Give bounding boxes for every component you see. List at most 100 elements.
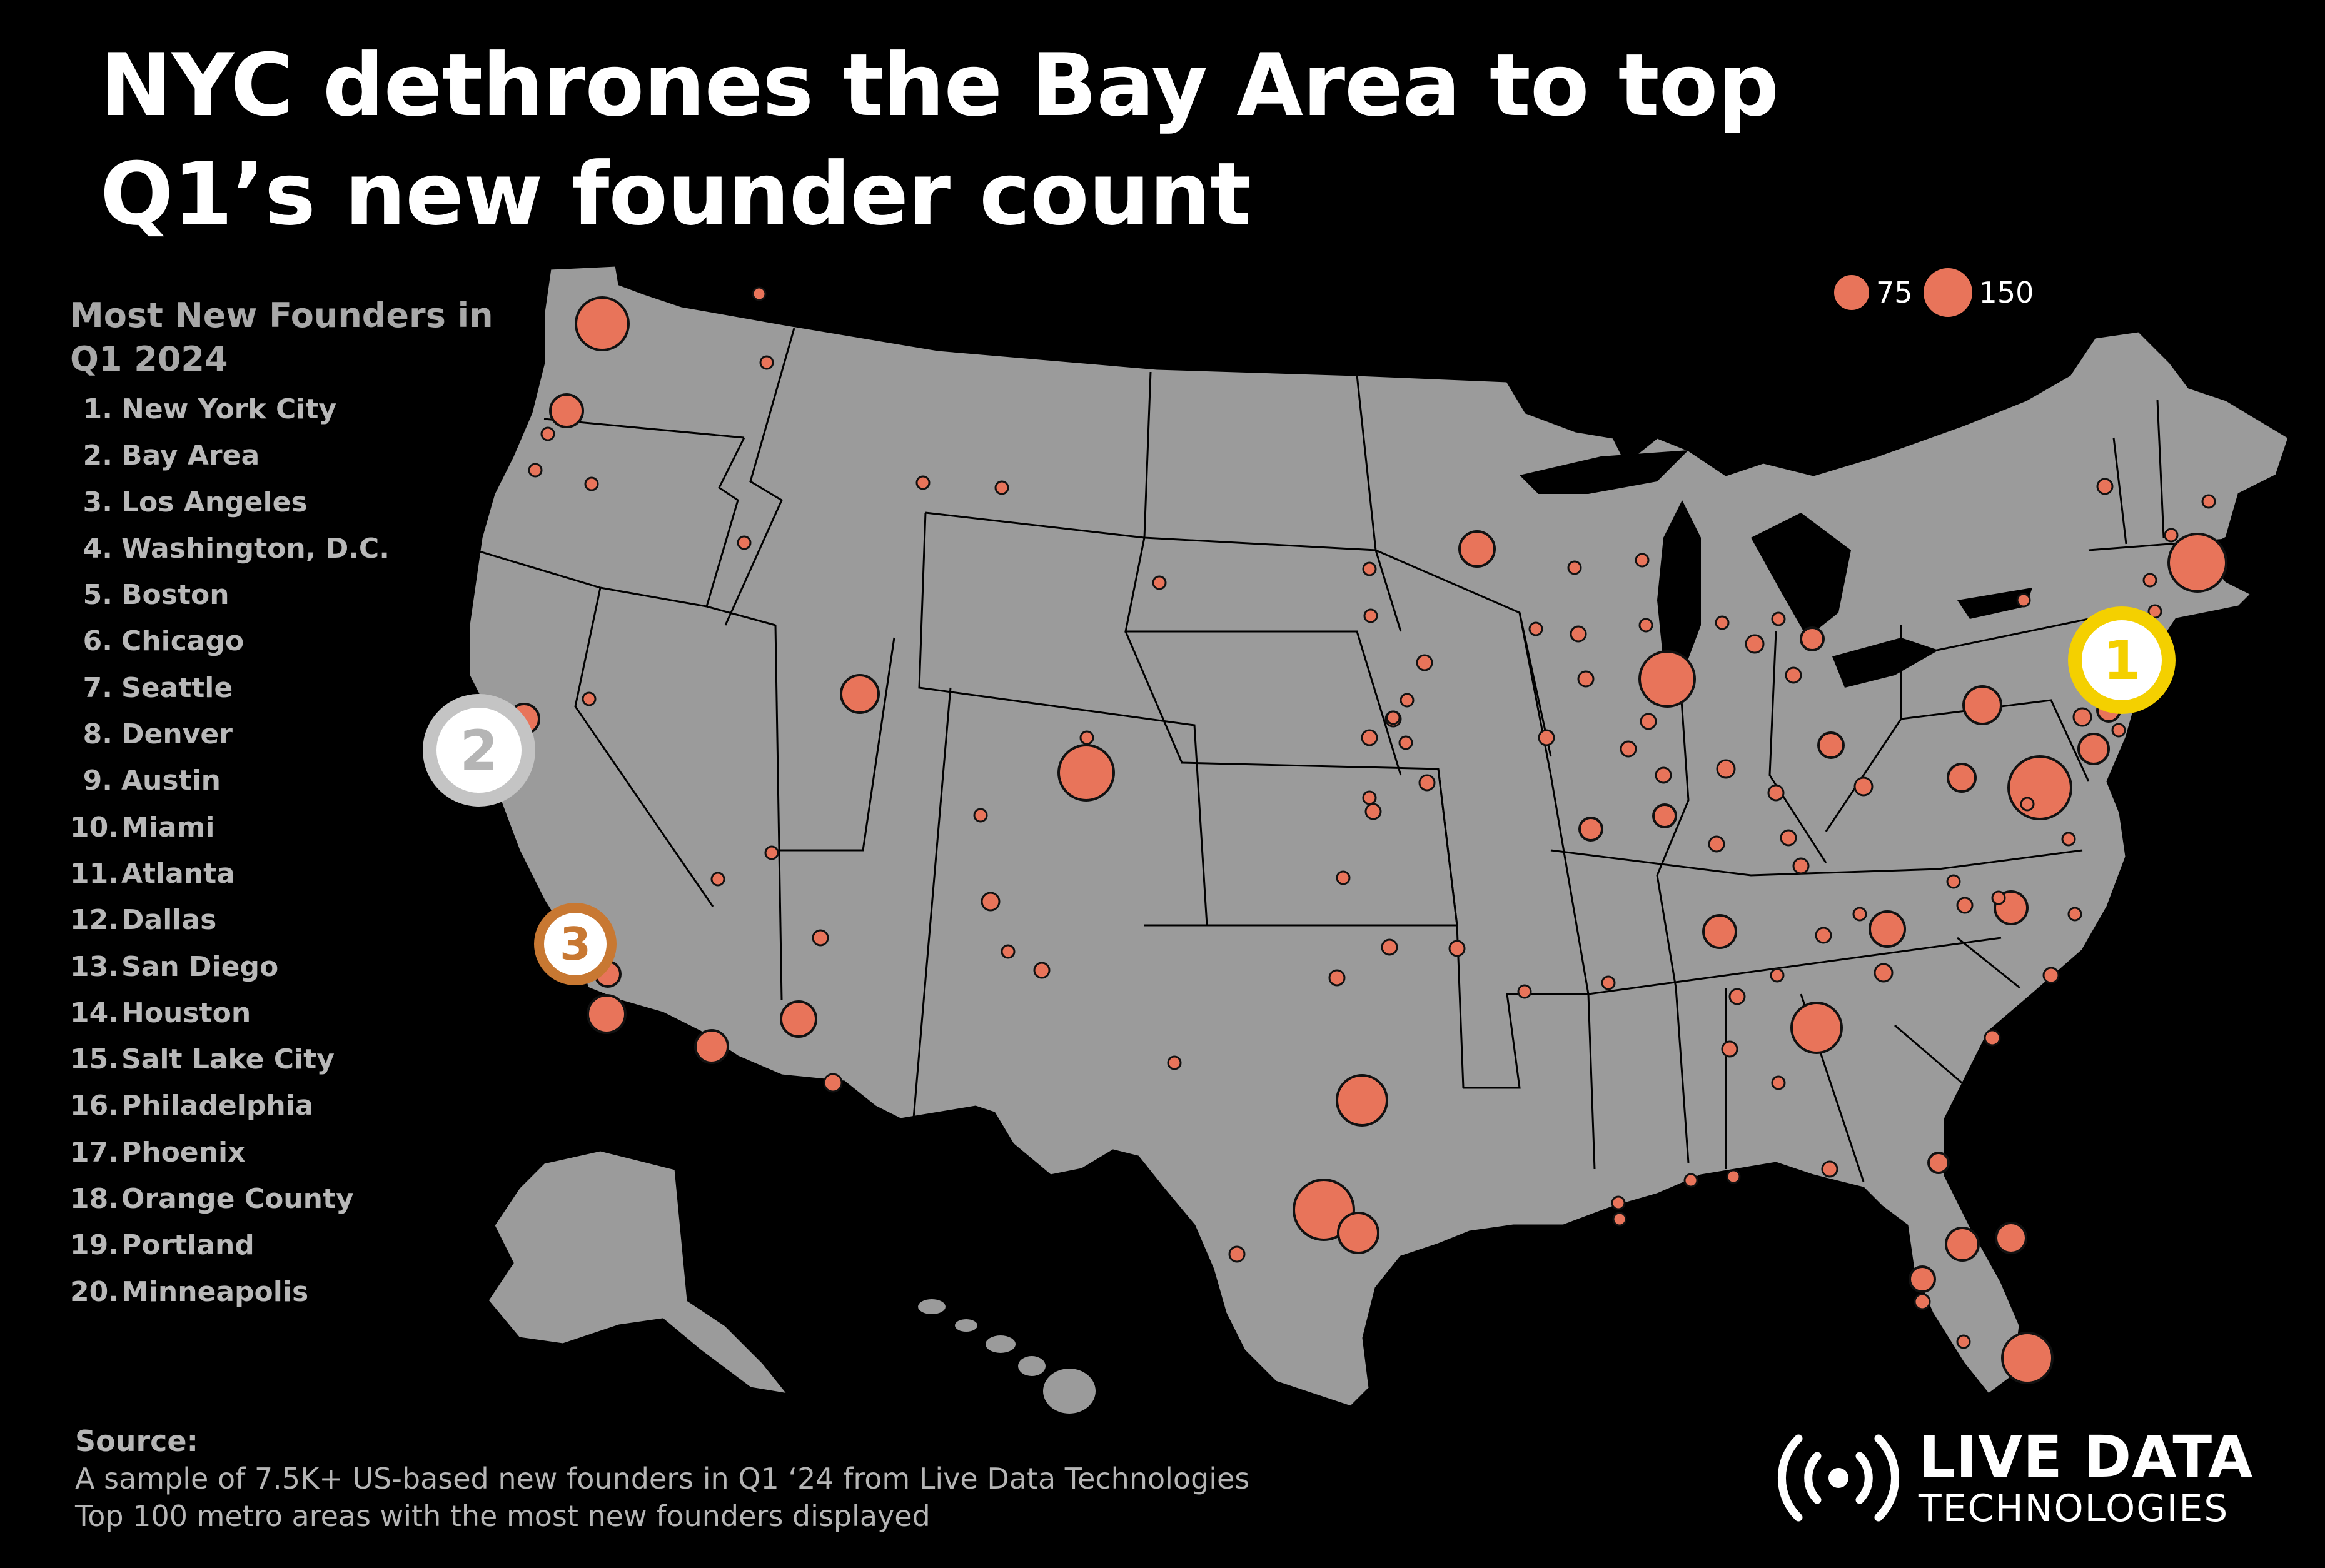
ranking-item-name: New York City (121, 393, 337, 425)
founder-bubble (1578, 817, 1603, 842)
founder-bubble (1638, 618, 1653, 633)
legend-small-bubble (1832, 273, 1871, 312)
ranking-item-name: Portland (121, 1229, 255, 1262)
ranking-item-number: 19. (70, 1229, 119, 1262)
founder-bubble (915, 475, 931, 490)
logo-line-2: TECHNOLOGIES (1919, 1487, 2229, 1530)
founder-bubble (812, 929, 829, 947)
ranking-heading: Most New Founders in Q1 2024 (70, 294, 520, 381)
founder-bubble (584, 476, 599, 491)
ranking-heading-line1: Most New Founders in (70, 296, 493, 335)
legend-large-bubble (1921, 266, 1974, 319)
rank-marker-1[interactable]: 1 (2068, 606, 2176, 714)
ranking-item: 4. Washington, D.C. (70, 526, 520, 572)
hawaii-islands (918, 1299, 1096, 1414)
founder-bubble (1869, 910, 1906, 948)
ranking-item: 6. Chicago (70, 618, 520, 665)
founder-bubble (1726, 1169, 1741, 1184)
ranking-item: 12.Dallas (70, 897, 520, 943)
ranking-item-name: Los Angeles (121, 486, 308, 518)
ranking-item: 19.Portland (70, 1222, 520, 1269)
founder-bubble (587, 994, 627, 1034)
founder-bubble (780, 1000, 817, 1038)
rank-marker-2[interactable]: 2 (423, 694, 535, 807)
founder-bubble (1386, 710, 1401, 725)
ranking-item: 5. Boston (70, 572, 520, 618)
founder-bubble (1852, 907, 1867, 922)
ranking-item-number: 12. (70, 904, 119, 937)
founder-bubble (1770, 968, 1785, 983)
founder-bubble (1945, 1227, 1980, 1262)
ranking-item-number: 6. (83, 625, 113, 658)
founder-bubble (2167, 533, 2227, 593)
founder-bubble (1398, 735, 1413, 750)
founder-bubble (1984, 1029, 2001, 1047)
founder-bubble (1418, 774, 1436, 792)
founder-bubble (994, 480, 1009, 495)
ranking-item-number: 7. (83, 671, 113, 704)
ranking-item: 2. Bay Area (70, 433, 520, 479)
ranking-item-name: Austin (121, 765, 221, 797)
founder-bubble (1780, 829, 1797, 847)
founder-bubble (1874, 963, 1894, 983)
ranking-item-number: 11. (70, 857, 119, 890)
founder-bubble (2061, 832, 2076, 847)
founder-bubble (2042, 967, 2060, 984)
founder-bubble (1336, 870, 1351, 885)
ranking-item-number: 20. (70, 1275, 119, 1308)
founder-bubble (1655, 766, 1672, 784)
ranking-item-name: Seattle (121, 671, 233, 704)
founder-bubble (2001, 1332, 2054, 1384)
founder-bubble (1577, 670, 1595, 688)
founder-bubble (764, 845, 779, 860)
founder-bubble (752, 286, 767, 301)
founder-bubble (1815, 927, 1832, 944)
founder-bubble (1336, 1074, 1388, 1127)
ranking-item-name: Boston (121, 579, 229, 611)
founder-bubble (1792, 857, 1810, 875)
founder-bubble (1909, 1265, 1936, 1293)
ranking-item-name: Miami (121, 811, 215, 843)
ranking-item-number: 5. (83, 579, 113, 611)
founder-bubble (2016, 593, 2031, 608)
founder-bubble (2077, 733, 2110, 765)
ranking-item-number: 18. (70, 1183, 119, 1215)
ranking-item: 18.Orange County (70, 1176, 520, 1222)
ranking-item: 15.Salt Lake City (70, 1037, 520, 1083)
founder-bubble (528, 463, 543, 478)
ranking-item-name: Salt Lake City (121, 1043, 335, 1076)
alaska-landmass (487, 1149, 790, 1396)
rank-marker-3[interactable]: 3 (534, 903, 617, 985)
founder-bubble (1821, 1160, 1838, 1178)
founder-bubble (2142, 573, 2157, 588)
founder-bubble (1328, 969, 1346, 987)
source-note: Source: A sample of 7.5K+ US-based new f… (75, 1422, 1249, 1535)
founder-bubble (1517, 984, 1532, 999)
ranking-item-number: 4. (83, 532, 113, 565)
founder-bubble (1683, 1173, 1698, 1188)
ranking-item: 3. Los Angeles (70, 480, 520, 526)
founder-bubble (1715, 615, 1730, 630)
founder-bubble (1995, 1222, 2027, 1254)
founder-bubble (2201, 494, 2216, 509)
broadcast-icon (1777, 1434, 1900, 1522)
founder-bubble (1956, 1334, 1971, 1349)
founder-bubble (1927, 1152, 1950, 1174)
founder-bubble (2164, 528, 2179, 543)
founder-bubble (1702, 914, 1737, 949)
ranking-item-name: Dallas (121, 904, 217, 937)
founder-bubble (1362, 561, 1377, 576)
founder-bubble (540, 426, 555, 441)
ranking-item: 11.Atlanta (70, 851, 520, 897)
founder-bubble (575, 296, 630, 351)
founder-bubble (1364, 803, 1382, 820)
founder-bubble (737, 535, 752, 550)
founder-bubble (1228, 1245, 1246, 1263)
founder-ranking-list: Most New Founders in Q1 2024 1. New York … (70, 294, 520, 1315)
founder-bubble (1400, 693, 1415, 708)
founder-bubble (1611, 1195, 1626, 1210)
founder-bubble (1652, 803, 1677, 828)
ranking-item-number: 16. (70, 1090, 119, 1122)
founder-bubble (1946, 874, 1961, 889)
founder-bubble (694, 1029, 729, 1064)
